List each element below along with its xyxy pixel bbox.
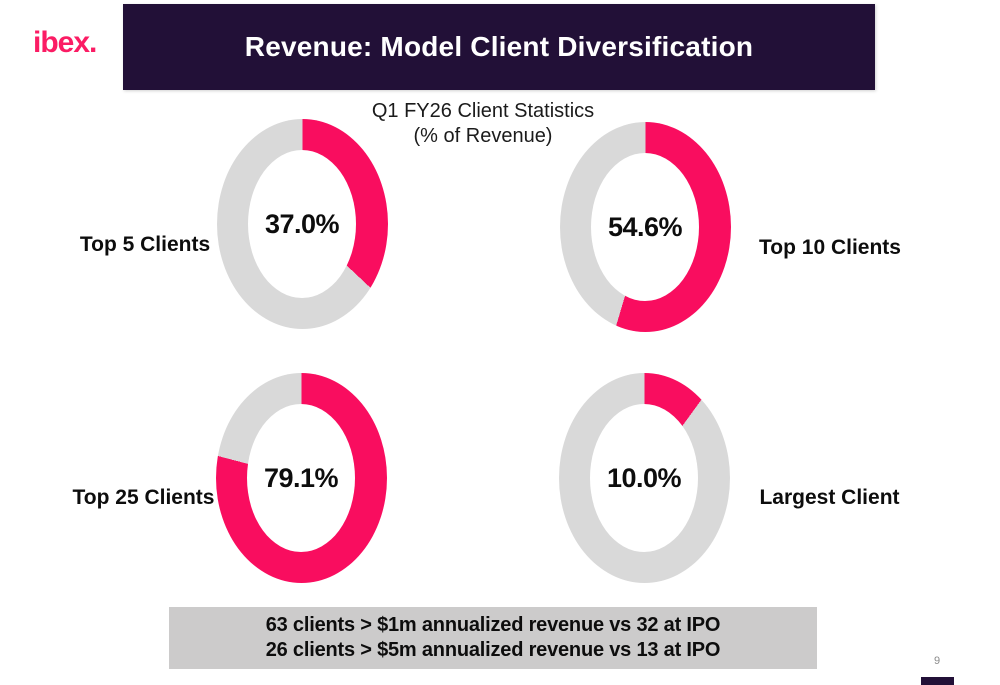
donut-label-top-10-clients: Top 10 Clients xyxy=(759,236,901,259)
chart-subtitle-line2: (% of Revenue) xyxy=(413,125,553,147)
donut-hole: 37.0% xyxy=(248,150,356,298)
summary-banner-line2: 26 clients > $5m annualized revenue vs 1… xyxy=(265,639,721,661)
donut-hole: 10.0% xyxy=(590,404,698,552)
donut-label-top-25-clients: Top 25 Clients xyxy=(72,486,215,509)
donut-chart-top-10-clients: 54.6% xyxy=(560,122,731,332)
donut-hole: 79.1% xyxy=(247,404,355,552)
chart-subtitle-line1: Q1 FY26 Client Statistics xyxy=(371,100,595,122)
summary-banner-line1: 63 clients > $1m annualized revenue vs 3… xyxy=(265,614,721,636)
donut-chart-largest-client: 10.0% xyxy=(559,373,730,583)
donut-label-top-5-clients: Top 5 Clients xyxy=(79,233,211,256)
slide-title-bar: Revenue: Model Client Diversification xyxy=(123,4,875,90)
donut-percent-label: 79.1% xyxy=(263,462,339,493)
summary-banner: 63 clients > $1m annualized revenue vs 3… xyxy=(169,607,817,669)
donut-percent-label: 54.6% xyxy=(607,211,683,242)
ibex-logo: ibex. xyxy=(33,26,97,59)
footer-accent-bar xyxy=(921,677,954,685)
donut-chart-top-25-clients: 79.1% xyxy=(216,373,387,583)
donut-hole: 54.6% xyxy=(591,153,699,301)
donut-percent-label: 37.0% xyxy=(264,208,340,239)
chart-subtitle: Q1 FY26 Client Statistics (% of Revenue) xyxy=(283,99,683,149)
donut-label-largest-client: Largest Client xyxy=(759,486,900,509)
donut-chart-top-5-clients: 37.0% xyxy=(217,119,388,329)
slide-title: Revenue: Model Client Diversification xyxy=(244,31,754,62)
page-number: 9 xyxy=(933,655,941,667)
donut-percent-label: 10.0% xyxy=(606,462,682,493)
